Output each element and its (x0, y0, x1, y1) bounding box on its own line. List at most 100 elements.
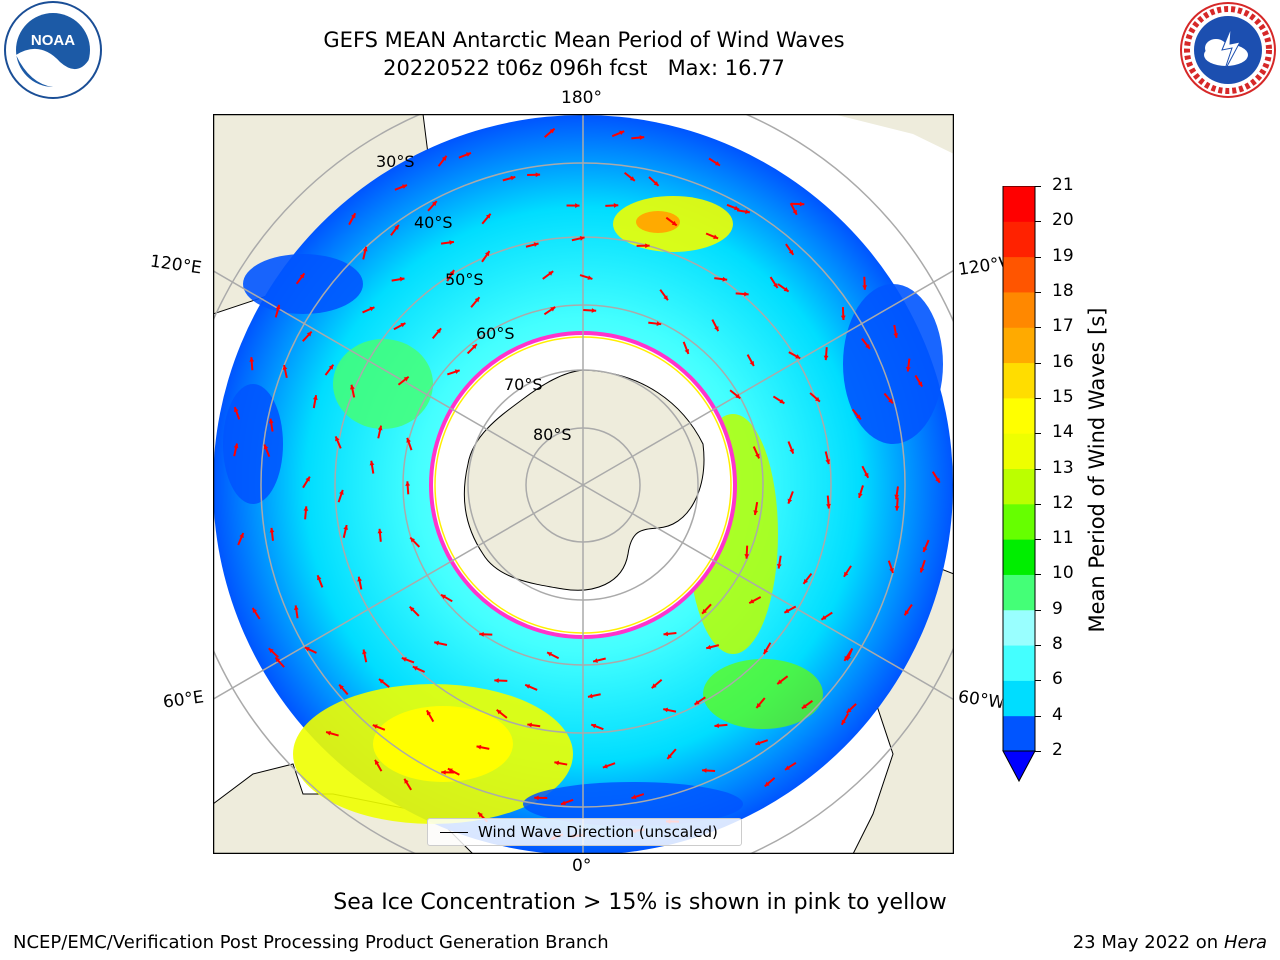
colorbar-segment (1003, 680, 1035, 717)
colorbar-segment (1003, 256, 1035, 293)
wave-direction-arrowhead (777, 679, 783, 685)
wave-direction-arrowhead (856, 414, 861, 420)
wave-direction-arrowhead (535, 172, 541, 178)
wave-direction-arrowhead (795, 354, 801, 359)
wave-direction-arrowhead (549, 128, 555, 134)
sea-ice-caption: Sea Ice Concentration > 15% is shown in … (333, 890, 947, 915)
wave-direction-arrowhead (350, 384, 355, 390)
lat-label-40s: 40°S (414, 213, 453, 232)
wave-direction-arrowhead (815, 396, 820, 402)
wave-direction-arrowhead (579, 236, 585, 241)
wave-period-patch (636, 211, 680, 233)
colorbar-tick (1035, 291, 1041, 293)
wave-direction-arrowhead (653, 181, 659, 186)
wave-direction-arrowhead (410, 537, 416, 543)
wave-direction-arrowhead (821, 615, 827, 620)
wave-direction-arrowhead (888, 398, 893, 404)
wave-direction-arrowhead (431, 201, 437, 206)
colorbar-segment (1003, 291, 1035, 328)
wave-direction-arrowhead (263, 444, 269, 450)
colorbar-tick-label: 18 (1052, 280, 1074, 301)
wave-direction-arrowhead (702, 768, 707, 773)
colorbar-segment (1003, 186, 1035, 222)
colorbar (1000, 185, 1040, 786)
colorbar-tick (1035, 539, 1041, 541)
wave-direction-arrowhead (328, 364, 334, 370)
colorbar-tick (1035, 186, 1041, 187)
wave-direction-arrowhead (377, 528, 383, 534)
wave-direction-arrowhead (776, 563, 782, 569)
wave-direction-arrowhead (619, 130, 625, 136)
legend-label: Wind Wave Direction (unscaled) (478, 823, 718, 841)
colorbar-segment (1003, 609, 1035, 646)
colorbar-tick (1035, 645, 1041, 647)
wave-direction-arrowhead (312, 395, 318, 400)
colorbar-segment (1003, 327, 1035, 364)
wave-direction-arrowhead (326, 730, 331, 736)
wave-direction-arrowhead (694, 700, 700, 705)
colorbar-tick (1035, 715, 1041, 717)
colorbar-tick-label: 13 (1052, 457, 1074, 478)
wave-direction-arrowhead (755, 453, 760, 459)
colorbar-segment (1003, 468, 1035, 505)
colorbar-segment (1003, 715, 1035, 752)
wave-direction-arrowhead (784, 608, 790, 613)
wave-direction-arrowhead (923, 547, 928, 553)
colorbar-tick (1035, 327, 1041, 329)
wave-direction-arrowhead (803, 578, 809, 584)
wave-direction-arrowhead (372, 724, 378, 729)
wave-direction-arrowhead (865, 343, 870, 349)
colorbar-tick-label: 15 (1052, 386, 1074, 407)
wave-direction-arrowhead (233, 443, 239, 449)
wave-direction-arrowhead (919, 567, 925, 573)
wave-direction-arrowhead (275, 304, 281, 310)
wave-direction-arrowhead (525, 684, 531, 689)
wave-direction-arrowhead (864, 472, 869, 478)
wave-direction-arrowhead (527, 722, 532, 728)
colorbar-tick (1035, 468, 1041, 470)
colorbar-tick (1035, 221, 1041, 223)
wave-period-patch (843, 284, 943, 444)
wave-direction-arrowhead (753, 510, 759, 515)
wave-direction-arrowhead (426, 710, 432, 716)
wave-period-patch (703, 659, 823, 729)
wave-direction-arrowhead (587, 275, 593, 280)
wave-direction-arrowhead (402, 184, 407, 189)
colorbar-segment (1003, 433, 1035, 469)
map-legend: Wind Wave Direction (unscaled) (427, 818, 742, 846)
wave-direction-arrowhead (249, 357, 255, 362)
wave-direction-arrowhead (917, 381, 923, 387)
wave-direction-arrowhead (844, 655, 849, 661)
wave-direction-arrowhead (575, 203, 580, 208)
wave-direction-arrowhead (714, 161, 720, 166)
colorbar-tick (1035, 680, 1041, 682)
wave-direction-arrowhead (494, 678, 499, 683)
wave-direction-arrowhead (454, 369, 460, 374)
wave-direction-arrowhead (773, 283, 778, 289)
lon-label-60w: 60°W (956, 687, 1004, 713)
wave-direction-arrowhead (785, 765, 790, 770)
wave-direction-arrowhead (304, 647, 310, 652)
wave-direction-arrowhead (379, 679, 384, 684)
wave-direction-arrowhead (400, 323, 406, 328)
wave-direction-arrowhead (894, 506, 900, 511)
wave-direction-arrowhead (362, 246, 368, 252)
chart-title-line2: 20220522 t06z 096h fcst Max: 16.77 (383, 56, 785, 80)
wave-direction-arrowhead (823, 355, 829, 361)
wave-direction-arrowhead (843, 571, 849, 577)
colorbar-segment (1003, 574, 1035, 611)
lon-label-180: 180° (561, 88, 602, 108)
lat-label-50s: 50°S (445, 270, 484, 289)
wave-direction-arrowhead (234, 407, 239, 413)
lon-label-60e: 60°E (161, 687, 206, 713)
wave-direction-arrowhead (714, 723, 720, 728)
footer-date: 23 May 2022 on (1072, 932, 1219, 953)
wave-direction-arrowhead (406, 437, 411, 443)
wave-direction-arrowhead (734, 205, 740, 211)
wave-period-patch (373, 706, 513, 782)
wave-direction-arrowhead (550, 307, 556, 312)
wave-direction-arrowhead (282, 365, 288, 370)
wave-direction-arrowhead (404, 778, 409, 784)
lon-label-120e: 120°E (148, 251, 203, 279)
lat-label-70s: 70°S (504, 375, 543, 394)
